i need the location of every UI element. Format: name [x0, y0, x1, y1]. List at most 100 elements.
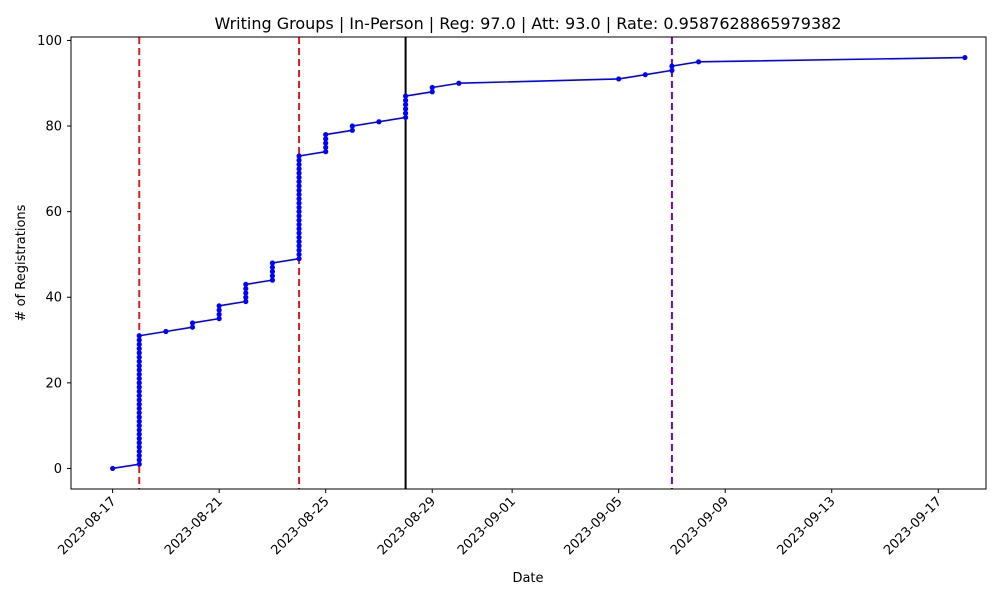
data-point	[163, 328, 169, 335]
data-point	[296, 183, 302, 189]
data-point	[456, 80, 462, 86]
data-point	[136, 380, 142, 386]
data-point	[296, 204, 302, 210]
data-point	[136, 393, 142, 399]
data-point	[269, 268, 276, 275]
plot-frame	[70, 36, 987, 490]
data-point	[136, 375, 142, 382]
data-point	[296, 200, 302, 206]
data-point	[136, 435, 142, 442]
data-point	[243, 286, 249, 292]
data-point	[136, 363, 142, 369]
data-point	[136, 341, 142, 347]
data-point	[402, 106, 409, 112]
data-point	[402, 114, 409, 121]
data-point	[269, 264, 276, 270]
data-point	[695, 59, 702, 65]
data-point	[429, 89, 435, 95]
data-point	[136, 354, 142, 360]
chart-title: Writing Groups | In-Person | Reg: 97.0 |…	[214, 14, 841, 33]
data-point	[296, 247, 302, 253]
data-point	[189, 324, 196, 330]
data-point	[136, 358, 142, 365]
data-point	[323, 131, 329, 138]
data-point	[243, 281, 249, 287]
data-point	[669, 67, 675, 73]
data-point	[136, 333, 142, 339]
data-point	[243, 298, 249, 305]
data-point	[136, 337, 142, 343]
data-point	[323, 144, 329, 151]
data-point	[296, 221, 302, 228]
data-point	[296, 243, 302, 249]
data-point	[296, 191, 302, 198]
data-point	[296, 239, 302, 245]
data-point	[296, 179, 302, 185]
data-point	[323, 136, 329, 142]
series-layer	[110, 54, 968, 472]
y-tick-label: 0	[54, 462, 62, 477]
data-point	[136, 453, 142, 459]
data-point	[136, 367, 142, 373]
data-point	[642, 72, 648, 78]
data-point	[216, 316, 222, 322]
data-point	[136, 423, 142, 429]
data-point	[269, 273, 276, 279]
data-point	[349, 123, 355, 129]
data-point	[136, 457, 142, 463]
x-axis-title: Date	[512, 571, 543, 586]
data-point	[136, 414, 142, 420]
data-point	[296, 161, 302, 168]
data-point	[296, 153, 302, 159]
data-point	[216, 303, 222, 309]
data-point	[323, 140, 329, 146]
data-point	[216, 311, 222, 317]
data-point	[296, 230, 302, 236]
data-point	[136, 350, 142, 356]
data-point	[296, 213, 302, 219]
data-point	[402, 110, 409, 116]
data-point	[296, 187, 302, 193]
data-point	[136, 431, 142, 437]
y-tick-label: 100	[37, 34, 62, 49]
data-point	[616, 76, 622, 82]
data-point	[669, 63, 675, 69]
data-point	[136, 397, 142, 403]
data-point	[296, 157, 302, 163]
data-point	[402, 102, 409, 108]
data-point	[296, 174, 302, 180]
data-point	[323, 149, 329, 155]
data-point	[243, 294, 249, 300]
data-point	[216, 307, 222, 313]
data-point	[136, 418, 142, 424]
data-point	[136, 384, 142, 390]
data-point	[296, 209, 302, 215]
data-point	[429, 84, 435, 91]
y-tick-label: 40	[45, 291, 62, 306]
data-point	[136, 444, 142, 450]
data-point	[962, 54, 968, 61]
data-point	[296, 234, 302, 240]
data-point	[136, 405, 142, 412]
data-point	[243, 290, 249, 296]
data-point	[296, 217, 302, 223]
y-tick-label: 20	[45, 376, 62, 391]
data-point	[136, 401, 142, 407]
data-point	[136, 427, 142, 433]
data-point	[269, 260, 276, 266]
data-point	[402, 93, 409, 99]
y-axis-title: # of Registrations	[14, 204, 29, 321]
data-point	[136, 410, 142, 416]
data-point	[136, 440, 142, 446]
data-point	[136, 448, 142, 454]
data-point	[402, 97, 409, 103]
y-tick-label: 60	[45, 205, 62, 220]
y-tick-label: 80	[45, 120, 62, 135]
data-point	[136, 388, 142, 395]
data-point	[296, 166, 302, 172]
data-point	[296, 170, 302, 176]
data-point	[376, 119, 382, 125]
data-point	[296, 196, 302, 202]
